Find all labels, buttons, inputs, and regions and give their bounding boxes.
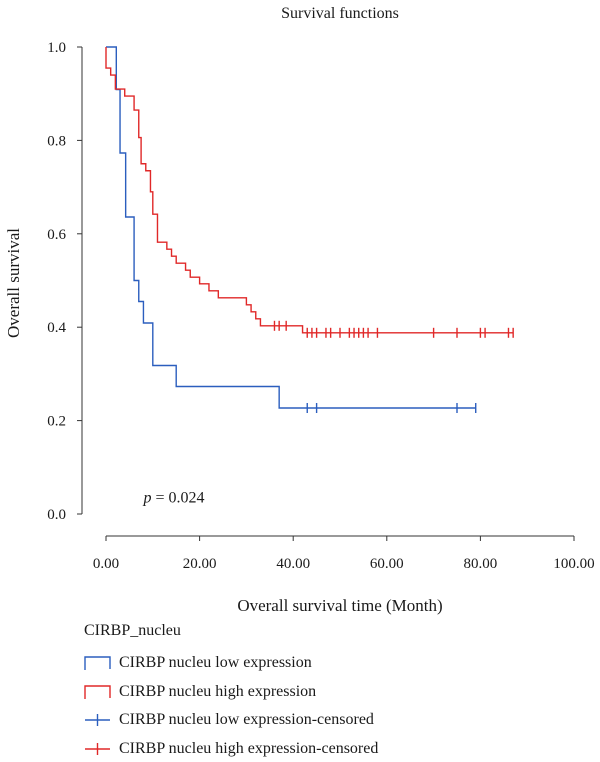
legend-step-line bbox=[84, 656, 111, 670]
legend-step-line bbox=[84, 685, 111, 699]
p-value-text: = 0.024 bbox=[151, 490, 204, 507]
legend-step-swatch bbox=[84, 685, 111, 699]
legend-title: CIRBP_nucleu bbox=[84, 622, 181, 639]
legend-step-swatch bbox=[84, 656, 111, 670]
axes: 0.0 0.2 0.4 0.6 0.8 1.0 0.00 20.00 40.00 60.00 80.… bbox=[47, 40, 594, 572]
y-tick-label: 0.8 bbox=[47, 133, 66, 149]
legend-entry: CIRBP nucleu high expression bbox=[84, 682, 316, 702]
x-tick-label: 40.00 bbox=[276, 556, 310, 572]
x-tick-label: 60.00 bbox=[370, 556, 404, 572]
legend-entry: CIRBP nucleu low expression bbox=[84, 653, 312, 673]
x-tick-label: 20.00 bbox=[183, 556, 217, 572]
x-tick-label: 80.00 bbox=[464, 556, 498, 572]
legend-label: CIRBP nucleu high expression bbox=[119, 683, 317, 700]
y-tick-label: 0.0 bbox=[47, 507, 66, 523]
legend-label: CIRBP nucleu low expression bbox=[119, 654, 312, 671]
legend-label: CIRBP nucleu low expression-censored bbox=[119, 711, 374, 728]
legend-censor-swatch bbox=[85, 743, 110, 755]
y-tick-label: 0.6 bbox=[47, 227, 66, 243]
p-value-symbol: p bbox=[142, 490, 151, 507]
x-tick-label: 0.00 bbox=[93, 556, 119, 572]
x-tick-label: 100.00 bbox=[553, 556, 594, 572]
series-line-high bbox=[105, 47, 514, 334]
chart-title: Survival functions bbox=[281, 5, 399, 22]
y-tick-label: 0.2 bbox=[47, 414, 66, 430]
legend-entry: CIRBP nucleu low expression-censored bbox=[84, 710, 374, 730]
plot-area bbox=[105, 46, 514, 413]
legend-label: CIRBP nucleu high expression-censored bbox=[119, 740, 379, 757]
series-line-low bbox=[106, 46, 476, 409]
survival-chart: Survival functions 0.00.20.40.60.81.00.0… bbox=[4, 5, 595, 615]
y-axis-label: Overall survival bbox=[4, 228, 23, 338]
y-tick-label: 0.4 bbox=[47, 320, 66, 336]
x-axis-label: Overall survival time (Month) bbox=[237, 596, 442, 615]
legend-entry: CIRBP nucleu high expression-censored bbox=[84, 739, 378, 759]
p-value-annotation: p = 0.024 bbox=[142, 490, 204, 507]
y-tick-label: 1.0 bbox=[47, 40, 66, 56]
legend-censor-swatch bbox=[85, 714, 110, 726]
